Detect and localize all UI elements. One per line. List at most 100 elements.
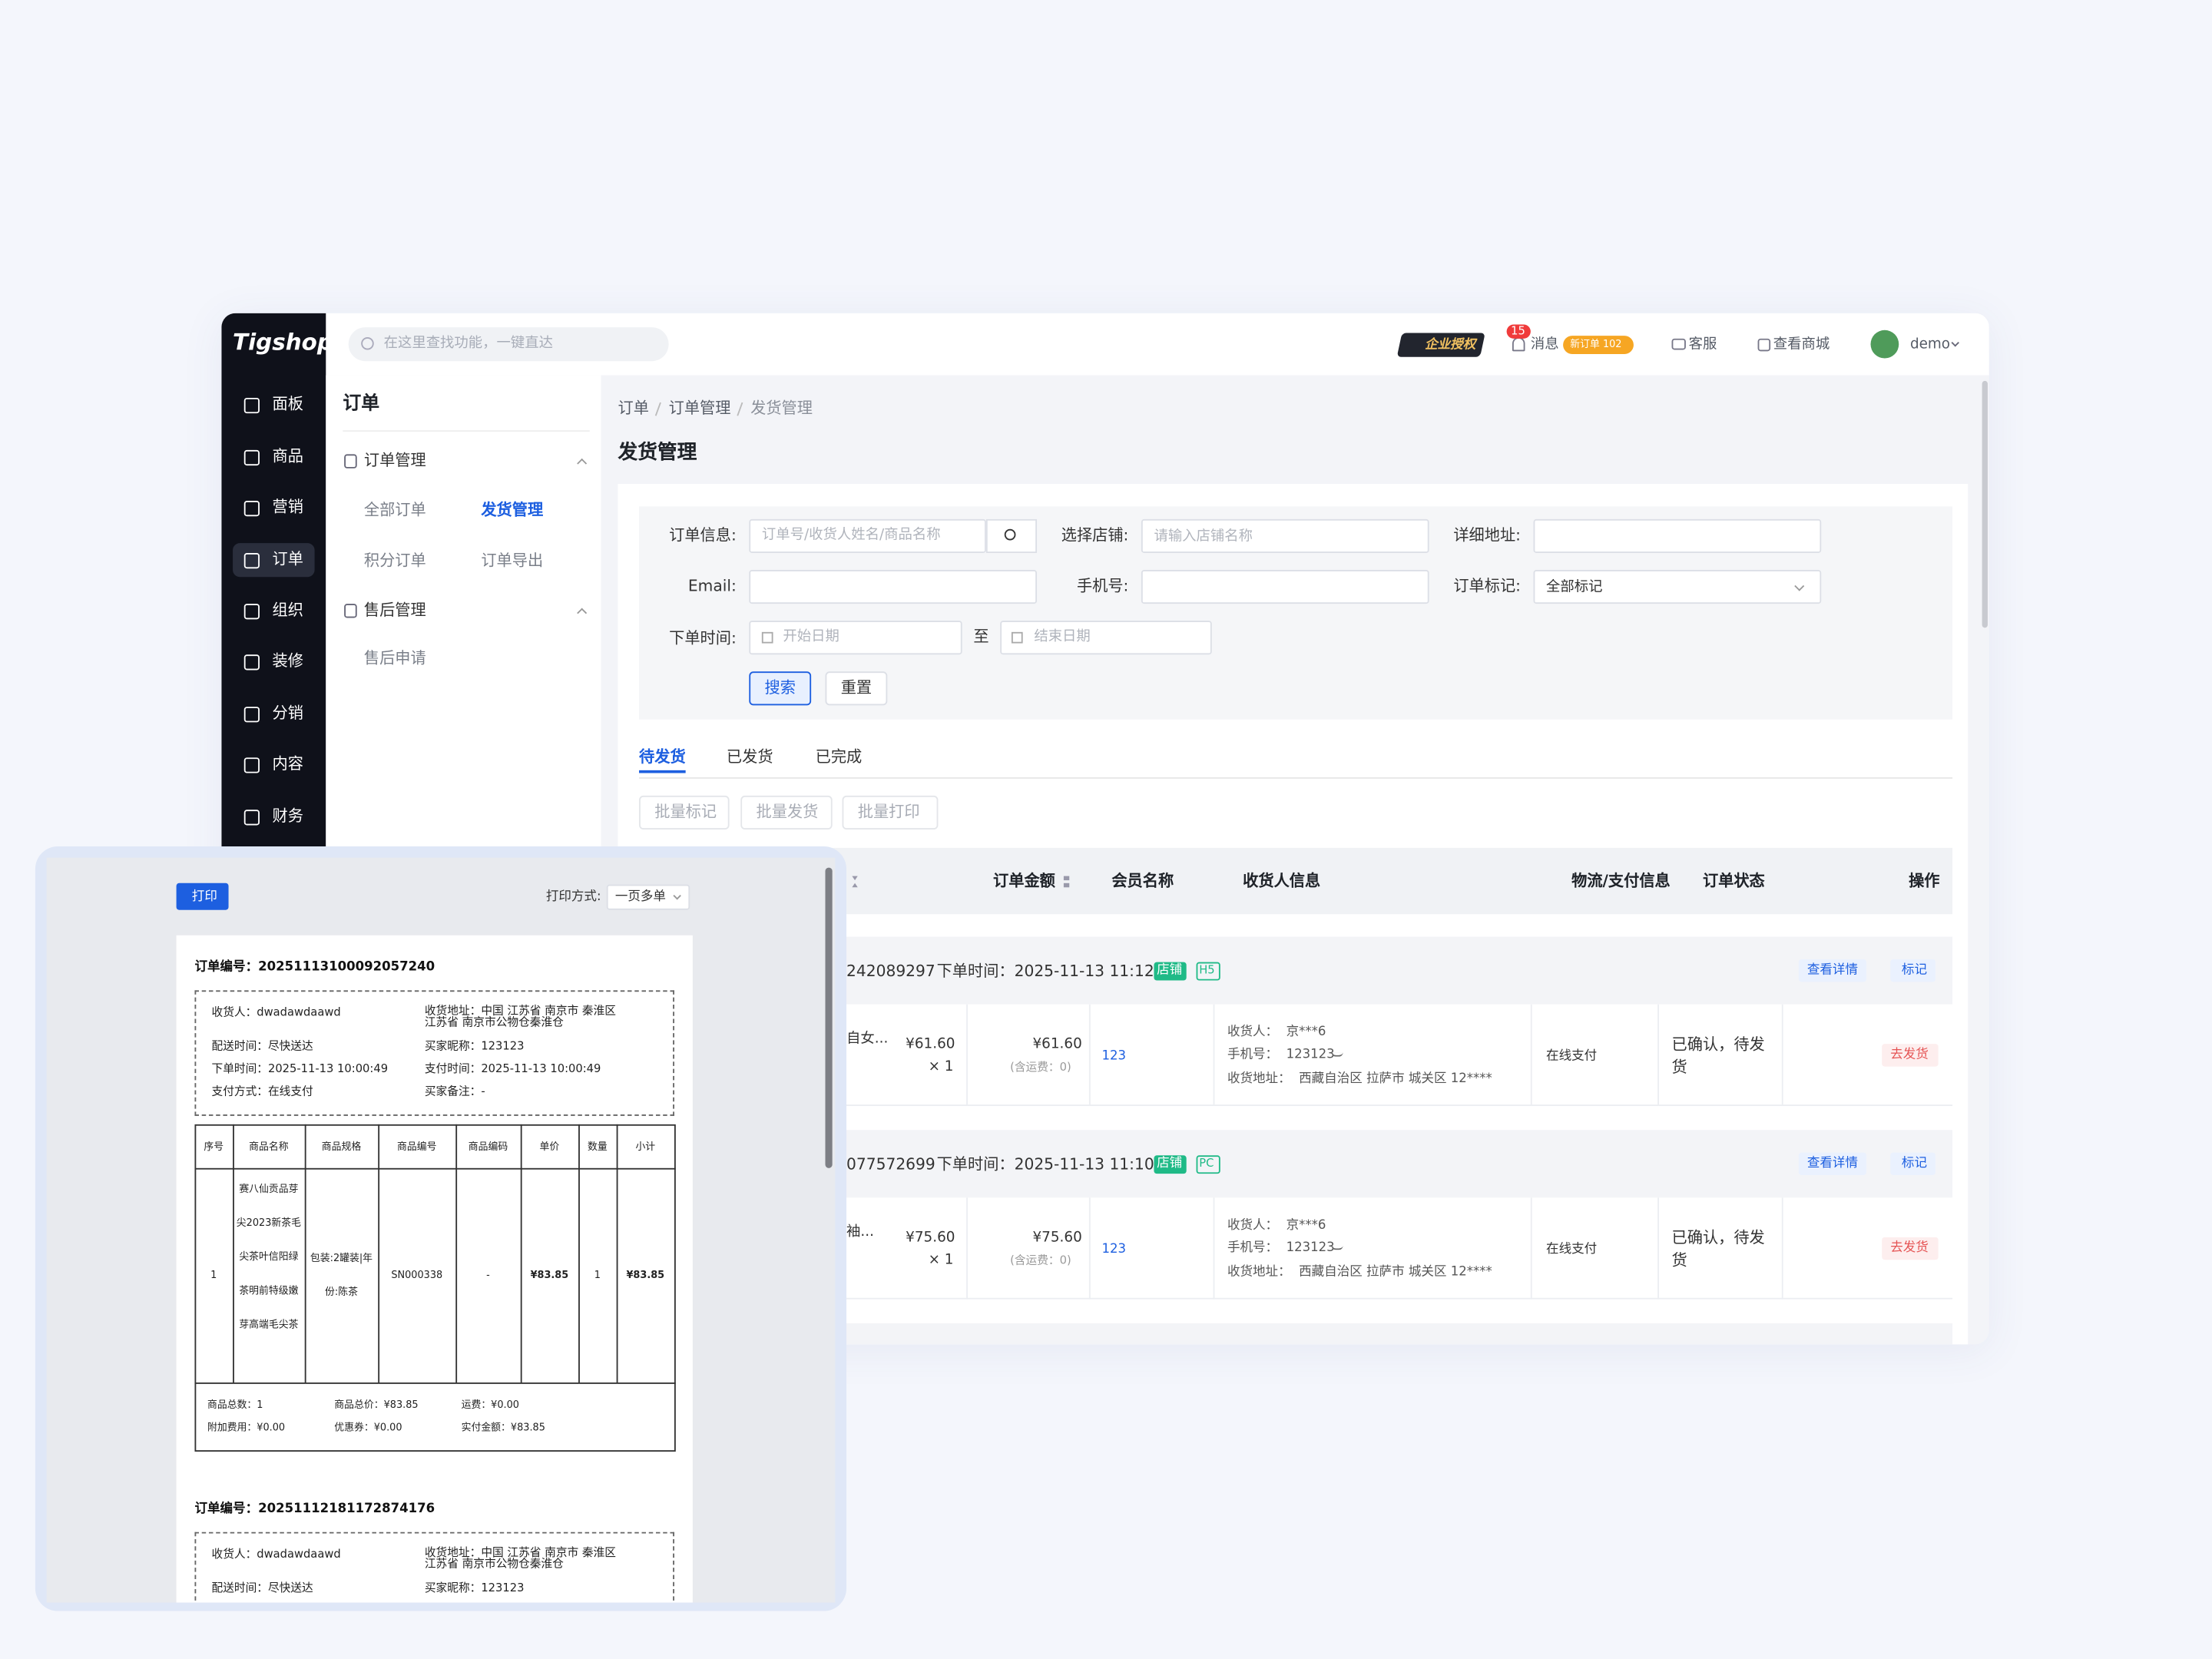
mode-select[interactable]	[606, 884, 690, 910]
total: 附加费用：¥0.00	[207, 1422, 286, 1433]
bell-icon[interactable]	[1512, 336, 1525, 352]
info-box	[194, 990, 674, 1116]
table-header-cell: 数量	[588, 1141, 608, 1153]
total: 运费：¥0.00	[461, 1399, 520, 1411]
sidebar-item[interactable]: 内容	[272, 755, 303, 774]
filter-label: 下单时间:	[669, 629, 737, 648]
platform-text: PC	[1199, 1157, 1214, 1170]
column-divider	[1088, 1197, 1091, 1300]
search-box[interactable]	[348, 327, 669, 362]
input[interactable]	[749, 518, 986, 554]
sidebar-icon	[243, 707, 260, 723]
price: ¥61.60	[906, 1037, 955, 1053]
sidebar-item[interactable]: 分销	[272, 704, 303, 724]
sidebar-item[interactable]: 订单	[272, 551, 303, 569]
breadcrumb-item[interactable]: 发货管理	[750, 399, 813, 419]
batch-text: 批量发货	[756, 803, 819, 822]
total: 商品总数：1	[207, 1399, 263, 1411]
ship-btn[interactable]	[1882, 1237, 1939, 1260]
tab[interactable]: 待发货	[639, 748, 686, 767]
phone: 手机号： 123123	[1227, 1047, 1335, 1062]
input[interactable]	[1141, 570, 1429, 604]
batch-button[interactable]	[639, 795, 730, 830]
member[interactable]: 123	[1101, 1242, 1127, 1257]
shop-tag-text: 店铺	[1157, 962, 1183, 978]
sidebar-active	[233, 543, 315, 578]
sidebar-item[interactable]: 商品	[272, 447, 303, 466]
table-header-cell: 收货人信息	[1243, 872, 1321, 891]
table-rule	[455, 1124, 458, 1383]
search-text: 搜索	[764, 679, 796, 698]
submenu-item[interactable]: 售后申请	[363, 649, 426, 668]
input[interactable]	[1141, 518, 1429, 554]
sidebar-item[interactable]: 财务	[272, 807, 303, 826]
sidebar-icon	[243, 757, 260, 773]
reset-btn[interactable]	[825, 671, 888, 706]
submenu-item[interactable]: 订单导出	[481, 551, 544, 571]
table-rule	[616, 1124, 618, 1383]
view-btn[interactable]	[1798, 959, 1867, 982]
ship-btn[interactable]	[1882, 1044, 1939, 1067]
sidebar-item[interactable]: 面板	[272, 396, 303, 414]
placeholder: 订单号/收货人姓名/商品名称	[761, 527, 941, 544]
sidebar-item[interactable]: 装修	[272, 652, 303, 671]
table-cell: 赛八仙贡品芽尖2023新茶毛尖茶叶信阳绿茶明前特级嫩芽高端毛尖茶	[236, 1184, 301, 1331]
service[interactable]: 客服	[1688, 336, 1717, 353]
ship-text: 去发货	[1890, 1240, 1929, 1255]
filter-label: 选择店铺:	[1061, 526, 1129, 545]
avatar	[1870, 329, 1899, 359]
date-input[interactable]	[749, 621, 962, 655]
sidebar-icon	[243, 604, 260, 620]
tab[interactable]: 已完成	[815, 748, 863, 767]
submenu-group[interactable]: 订单管理	[363, 452, 426, 471]
shop-tag	[1154, 1155, 1187, 1174]
input[interactable]	[749, 570, 1038, 604]
input[interactable]	[1533, 518, 1822, 554]
sidebar-item[interactable]: 营销	[272, 498, 303, 517]
tab[interactable]: 已发货	[726, 748, 773, 767]
table-rule	[194, 1382, 676, 1384]
breadcrumb-item[interactable]: 订单管理	[668, 399, 731, 419]
total: 优惠券：¥0.00	[334, 1422, 402, 1433]
sidebar-icon	[243, 397, 260, 414]
print-panel: 打印 打印方式: 一页多单 订单编号：20251113100092057240 收货人：…	[35, 846, 847, 1611]
placeholder: 请输入店铺名称	[1154, 528, 1253, 545]
submenu-item[interactable]: 积分订单	[363, 551, 426, 571]
sidebar-item[interactable]: 组织	[272, 601, 303, 621]
messages[interactable]: 消息	[1530, 336, 1559, 353]
table-cell: ¥83.85	[530, 1270, 569, 1281]
new-orders[interactable]: 新订单 102	[1570, 338, 1622, 350]
table-cell: -	[486, 1270, 490, 1281]
mall-icon	[1757, 338, 1771, 352]
print-order-no: 订单编号：20251113100092057240	[194, 960, 435, 975]
submenu-item[interactable]: 全部订单	[363, 501, 426, 520]
view-btn[interactable]	[1798, 1152, 1867, 1176]
payment: 在线支付	[1546, 1048, 1598, 1064]
table-rule	[578, 1124, 580, 1383]
payment: 在线支付	[1546, 1242, 1598, 1257]
info: 支付方式：在线支付	[211, 1084, 313, 1098]
batch-button[interactable]	[740, 795, 833, 830]
mark-btn[interactable]	[1890, 959, 1936, 982]
eye-icon	[1331, 1246, 1343, 1250]
print-button[interactable]	[176, 882, 229, 910]
submenu-item[interactable]: 发货管理	[481, 501, 544, 520]
date-icon	[1011, 631, 1023, 644]
view-mall[interactable]: 查看商城	[1773, 336, 1830, 353]
user[interactable]: demo	[1909, 336, 1951, 353]
date-input[interactable]	[1000, 621, 1212, 655]
member[interactable]: 123	[1101, 1048, 1127, 1064]
group-icon	[344, 454, 357, 469]
submenu-group[interactable]: 售后管理	[363, 601, 426, 621]
order-time: 下单时间：2025-11-13 11:10:35	[936, 1156, 1180, 1174]
batch-button[interactable]	[842, 795, 939, 830]
paper: 订单编号：20251113100092057240 收货人：dwadawdaawd…	[176, 935, 693, 1603]
table-header-cell: 单价	[539, 1141, 560, 1153]
receiver: 收货人： 京***6	[1227, 1218, 1326, 1233]
mark-btn[interactable]	[1890, 1152, 1936, 1176]
search-btn[interactable]	[749, 671, 812, 706]
column-divider	[966, 1197, 969, 1300]
select[interactable]	[1533, 570, 1822, 604]
breadcrumb-item[interactable]: 订单	[618, 399, 649, 419]
